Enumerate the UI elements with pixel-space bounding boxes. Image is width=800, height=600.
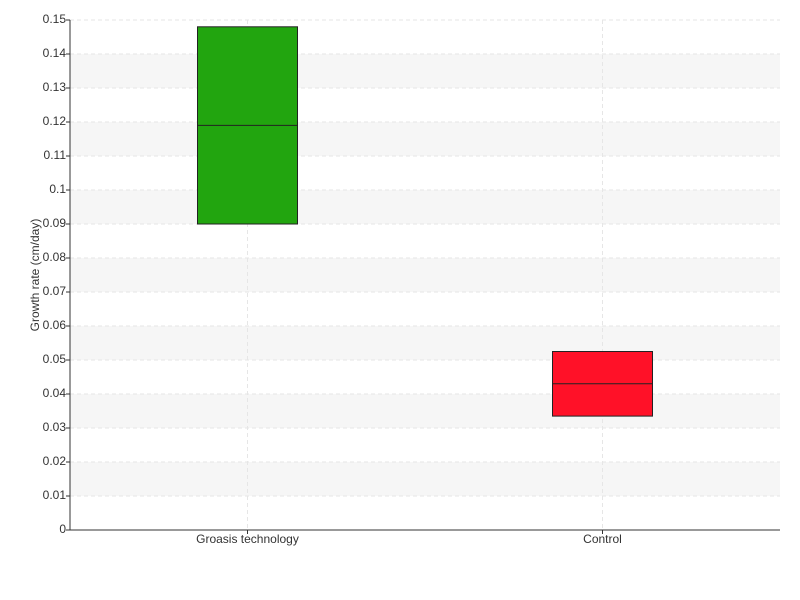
y-tick-label: 0.1 (49, 182, 66, 196)
y-tick-label: 0.12 (43, 114, 67, 128)
y-tick-label: 0.01 (43, 488, 67, 502)
grid-band (70, 54, 780, 88)
x-tick-label: Control (583, 532, 622, 546)
y-tick-label: 0.02 (43, 454, 67, 468)
grid-band (70, 394, 780, 428)
y-tick-label: 0 (59, 522, 66, 536)
grid-band (70, 190, 780, 224)
y-tick-label: 0.04 (43, 386, 67, 400)
grid-band (70, 326, 780, 360)
grid-band (70, 462, 780, 496)
y-tick-label: 0.09 (43, 216, 67, 230)
y-tick-label: 0.07 (43, 284, 67, 298)
y-tick-label: 0.11 (44, 148, 67, 162)
y-tick-label: 0.13 (43, 80, 67, 94)
y-tick-label: 0.14 (43, 46, 67, 60)
y-tick-label: 0.15 (43, 12, 67, 26)
grid-band (70, 122, 780, 156)
x-tick-label: Groasis technology (196, 532, 299, 546)
y-tick-label: 0.05 (43, 352, 67, 366)
grid-band (70, 258, 780, 292)
y-axis-label: Growth rate (cm/day) (28, 219, 42, 332)
y-tick-label: 0.06 (43, 318, 67, 332)
y-tick-label: 0.08 (43, 250, 67, 264)
y-tick-label: 0.03 (43, 420, 67, 434)
